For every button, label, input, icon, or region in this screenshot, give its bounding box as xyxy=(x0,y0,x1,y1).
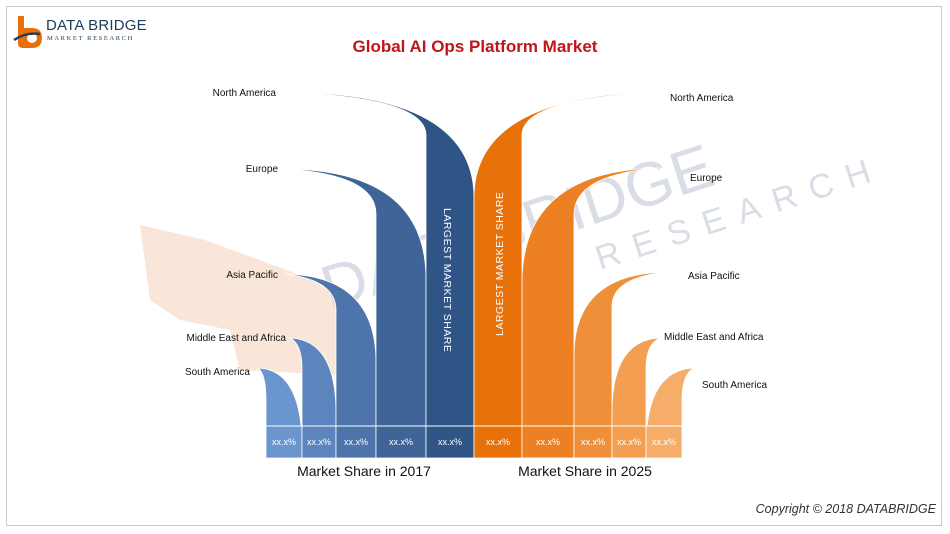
category-label-2025: Middle East and Africa xyxy=(664,332,764,343)
value-cell xyxy=(573,425,613,459)
logo-swoosh-icon xyxy=(13,32,41,42)
value-cell xyxy=(301,425,337,459)
category-label-2025: North America xyxy=(670,93,734,104)
largest-share-label-2017: LARGEST MARKET SHARE xyxy=(441,208,453,352)
value-cell xyxy=(521,425,575,459)
data-label: xx.x% xyxy=(272,437,296,447)
bar-2025-north-america xyxy=(473,91,665,459)
bar-2017-north-america xyxy=(287,91,475,459)
logo xyxy=(13,16,42,48)
category-label-2025: Asia Pacific xyxy=(688,271,740,282)
data-label: xx.x% xyxy=(536,437,560,447)
category-label-2017: Europe xyxy=(246,164,279,175)
largest-share-label-2025: LARGEST MARKET SHARE xyxy=(494,192,506,336)
value-cell xyxy=(375,425,427,459)
logo-subtitle: MARKET RESEARCH xyxy=(47,35,134,42)
bar-2025-asia-pacific xyxy=(573,271,667,459)
value-cell xyxy=(265,425,303,459)
bar-2017-asia-pacific xyxy=(284,273,377,459)
category-label-2017: North America xyxy=(213,88,277,99)
data-label: xx.x% xyxy=(652,437,676,447)
value-cell xyxy=(645,425,683,459)
data-label: xx.x% xyxy=(344,437,368,447)
data-label: xx.x% xyxy=(438,437,462,447)
chart-title: Global AI Ops Platform Market xyxy=(352,37,598,56)
bar-2025-europe xyxy=(521,167,661,459)
watermark-logo-shape xyxy=(140,225,356,375)
value-cell xyxy=(335,425,377,459)
data-label: xx.x% xyxy=(486,437,510,447)
data-label: xx.x% xyxy=(617,437,641,447)
category-label-2025: Europe xyxy=(690,173,723,184)
category-label-2017: Asia Pacific xyxy=(226,270,278,281)
category-label-2017: South America xyxy=(185,367,250,378)
category-label-2017: Middle East and Africa xyxy=(187,333,287,344)
data-label: xx.x% xyxy=(307,437,331,447)
series-label-2025: Market Share in 2025 xyxy=(518,463,652,479)
data-label: xx.x% xyxy=(581,437,605,447)
slide-frame xyxy=(6,6,942,526)
data-label: xx.x% xyxy=(389,437,413,447)
bar-2017-europe xyxy=(286,168,427,459)
logo-mark-hole xyxy=(27,33,37,43)
category-label-2025: South America xyxy=(702,380,767,391)
copyright-text: Copyright © 2018 DATABRIDGE xyxy=(755,502,936,516)
logo-name: DATA BRIDGE xyxy=(46,17,147,34)
series-label-2017: Market Share in 2017 xyxy=(297,463,431,479)
